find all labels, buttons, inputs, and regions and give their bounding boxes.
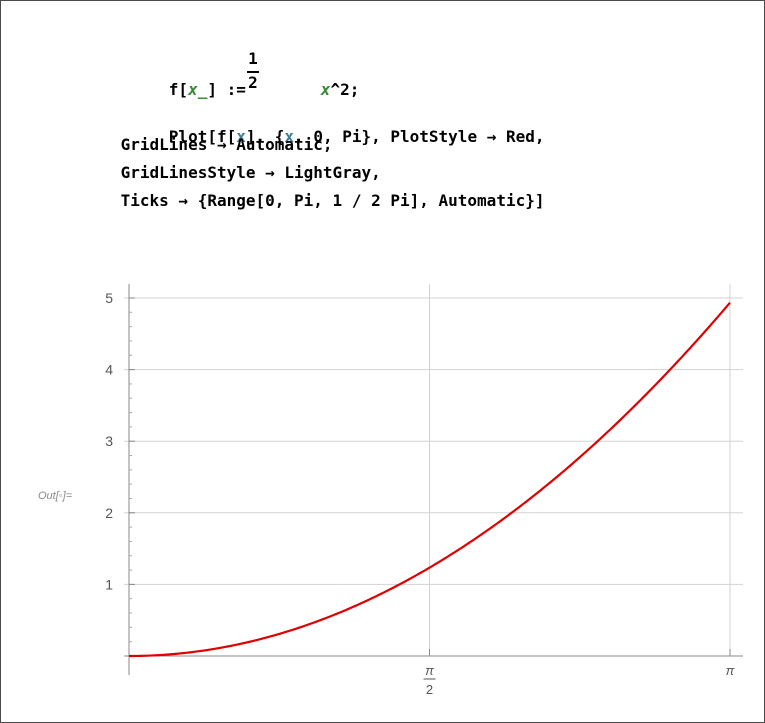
grid-lines — [124, 284, 743, 656]
code-token: f[ — [168, 80, 189, 99]
code-token-var: x — [284, 127, 295, 146]
fraction-denominator: 2 — [248, 73, 258, 92]
code-token: , 0, Pi}, PlotStyle → Red, — [294, 127, 545, 146]
code-line-1: f[x_] := — [111, 60, 246, 120]
y-tick-label: 1 — [105, 576, 113, 592]
code-line-4: GridLinesStyle → LightGray, — [111, 163, 381, 182]
x-tick-label-den: 2 — [426, 682, 433, 697]
code-token: ], { — [245, 127, 285, 146]
axes — [124, 284, 743, 675]
y-tick-label: 4 — [105, 362, 113, 378]
output-label: Out[◦]= — [38, 490, 73, 502]
code-line-5: Ticks → {Range[0, Pi, 1 / 2 Pi], Automat… — [111, 191, 545, 210]
y-tick-label: 2 — [105, 505, 113, 521]
series-line — [128, 301, 731, 658]
code-token-var: x — [320, 80, 331, 99]
fraction-bar — [247, 71, 259, 73]
code-line-2: Plot[f[x], {x, 0, Pi}, PlotStyle → Red, — [111, 107, 545, 167]
code-token-var: x — [236, 127, 246, 146]
code-token: ] := — [207, 80, 246, 99]
x-tick-label-num: π — [425, 663, 434, 678]
code-line-3: GridLines → Automatic, — [111, 135, 333, 154]
y-tick-label: 3 — [105, 433, 113, 449]
x-tick-label-num: π — [726, 663, 735, 678]
fraction-numerator: 1 — [248, 49, 258, 68]
code-token: ^2; — [330, 80, 360, 99]
code-line-1-tail: x^2; — [263, 60, 360, 120]
y-tick-label: 5 — [105, 290, 113, 306]
code-token-pattern: x_ — [188, 80, 208, 99]
ticks: 1 2 3 4 5 π 2 π — [105, 290, 734, 697]
code-token: Plot[f[ — [168, 127, 237, 146]
